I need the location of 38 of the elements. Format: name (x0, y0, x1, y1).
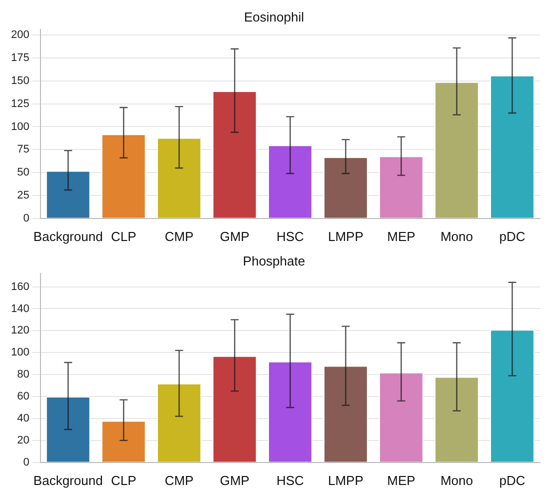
y-tick-label: 140 (10, 302, 30, 315)
y-tick-label: 125 (10, 98, 30, 110)
y-tick-label: 80 (17, 368, 30, 381)
x-tick-label: pDC (499, 472, 526, 488)
x-tick-label: GMP (220, 472, 250, 488)
x-tick-label: CLP (110, 228, 136, 244)
x-tick-label: HSC (276, 228, 304, 244)
x-tick-label: Background (33, 472, 103, 488)
x-tick-label: MEP (387, 228, 416, 244)
y-tick-label: 75 (17, 144, 30, 156)
x-tick-label: Background (33, 228, 103, 244)
y-tick-label: 175 (10, 52, 30, 64)
y-tick-label: 160 (10, 280, 30, 293)
x-tick-label: HSC (276, 472, 304, 488)
y-tick-label: 40 (17, 412, 30, 425)
y-tick-label: 20 (17, 434, 30, 446)
x-tick-label: CMP (164, 228, 194, 244)
x-tick-label: Mono (440, 228, 473, 244)
y-tick-label: 150 (10, 74, 30, 87)
x-tick-label: CMP (164, 472, 194, 488)
chart-title: Phosphate (242, 253, 306, 268)
y-tick-label: 0 (23, 212, 30, 224)
y-tick-label: 50 (17, 166, 30, 179)
x-tick-label: LMPP (328, 228, 364, 244)
y-tick-label: 200 (10, 29, 30, 42)
y-tick-label: 100 (10, 120, 30, 133)
x-tick-label: CLP (110, 472, 136, 488)
x-tick-label: LMPP (328, 472, 364, 488)
x-tick-label: Mono (440, 472, 473, 488)
x-tick-label: pDC (499, 228, 526, 244)
y-tick-label: 25 (17, 190, 30, 202)
x-tick-label: MEP (387, 472, 416, 488)
x-tick-label: GMP (220, 228, 250, 244)
y-tick-label: 0 (23, 456, 30, 468)
y-tick-label: 120 (10, 324, 30, 337)
y-tick-label: 100 (10, 346, 30, 359)
y-tick-label: 60 (17, 390, 30, 403)
chart-title: Eosinophil (244, 9, 304, 24)
